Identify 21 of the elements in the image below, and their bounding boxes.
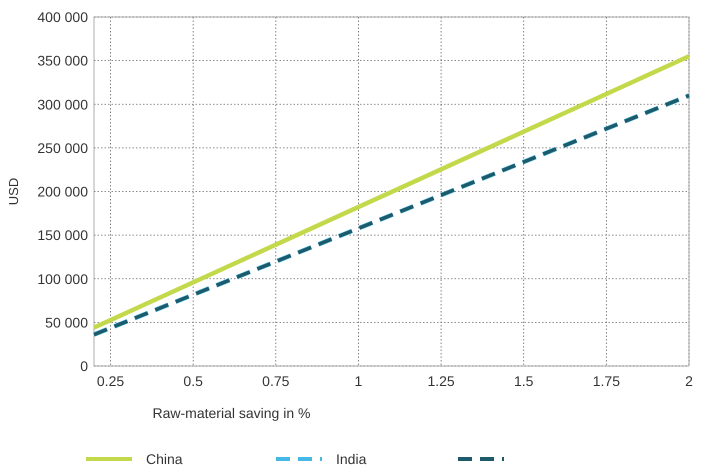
x-tick-label: 1.25 <box>427 373 455 389</box>
y-tick-label: 100 000 <box>37 270 88 287</box>
y-tick-label: 50 000 <box>45 314 88 330</box>
y-axis-title: USD <box>6 178 21 206</box>
y-tick-label: 150 000 <box>37 227 88 244</box>
y-tick-label: 0 <box>80 358 88 374</box>
x-tick-label: 1 <box>354 373 363 389</box>
y-tick-label: 200 000 <box>37 184 88 200</box>
y-tick-label: 400 000 <box>37 9 88 25</box>
x-tick-label: 1.5 <box>514 373 534 389</box>
y-tick-label: 300 000 <box>37 96 88 112</box>
x-tick-label: 1.75 <box>592 373 620 389</box>
y-tick-label: 350 000 <box>37 52 88 69</box>
y-tick-label: 250 000 <box>37 140 88 156</box>
legend-label: China <box>146 451 183 467</box>
x-tick-label: 0.25 <box>96 373 124 389</box>
legend-label: India <box>336 451 367 467</box>
x-tick-label: 2 <box>685 373 694 389</box>
x-tick-label: 0.5 <box>183 373 204 389</box>
x-tick-label: 0.75 <box>262 373 290 389</box>
x-axis-title: Raw-material saving in % <box>152 405 310 421</box>
